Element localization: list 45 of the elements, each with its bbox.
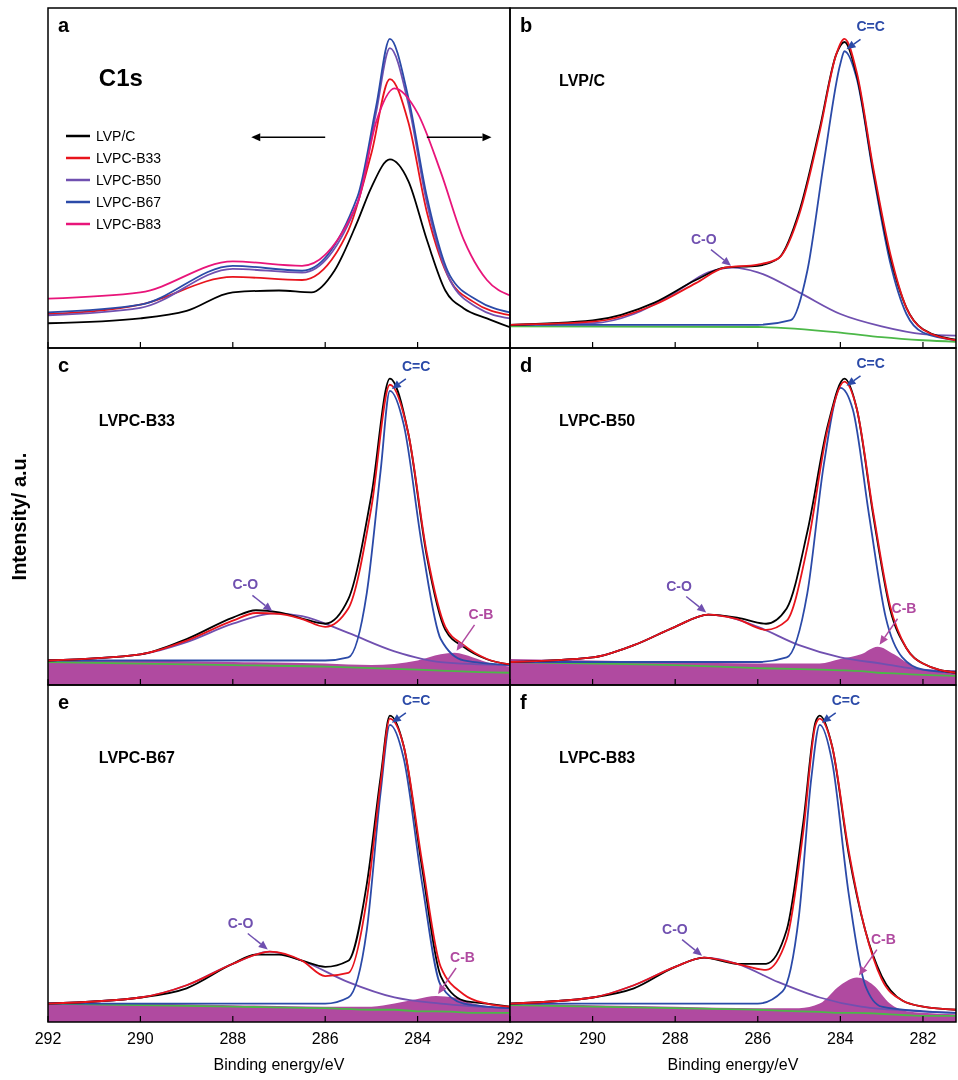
legend-label: LVPC-B50 — [96, 172, 162, 188]
annotation: C-O — [227, 914, 254, 931]
text: f — [520, 691, 527, 713]
annotation: LVPC-B50 — [559, 411, 636, 429]
text: d — [520, 354, 533, 376]
annotation: C-O — [662, 920, 688, 937]
legend-label: LVPC-B67 — [96, 194, 162, 210]
text: a — [58, 14, 70, 36]
annotation: C=C — [831, 691, 861, 708]
x-tick-label: 292 — [496, 1030, 524, 1047]
annotation: LVPC-B67 — [98, 748, 176, 766]
x-tick-label: 286 — [744, 1030, 772, 1047]
y-axis-title: Intensity/ a.u. — [8, 452, 30, 581]
x-tick-label: 284 — [404, 1030, 432, 1047]
annotation: C-O — [691, 230, 717, 247]
x-tick-label: 290 — [127, 1030, 154, 1047]
annotation: C-B — [468, 605, 494, 622]
x-tick-label: 282 — [909, 1030, 937, 1047]
x-tick-label: 286 — [311, 1030, 339, 1047]
x-tick-label: 292 — [34, 1030, 62, 1047]
annotation: C=C — [856, 354, 885, 371]
annotation: C=C — [401, 357, 431, 374]
annotation: LVPC-B83 — [559, 748, 636, 766]
annotation: C-B — [891, 599, 917, 616]
legend-label: LVPC-B83 — [96, 216, 162, 232]
text: c — [58, 354, 70, 376]
text: e — [58, 691, 70, 713]
annotation: C-O — [232, 576, 259, 593]
annotation: C=C — [401, 691, 431, 708]
annotation: LVP/C — [559, 72, 606, 90]
legend-label: LVP/C — [96, 128, 136, 144]
x-tick-label: 288 — [219, 1030, 247, 1047]
annotation: LVPC-B33 — [98, 411, 176, 429]
legend-label: LVPC-B33 — [96, 150, 162, 166]
x-axis-title: Binding energy/eV — [213, 1056, 345, 1073]
x-tick-label: 290 — [579, 1030, 607, 1047]
x-axis-title: Binding energy/eV — [667, 1056, 799, 1073]
annotation: C=C — [856, 18, 885, 35]
annotation: C-B — [870, 930, 896, 947]
annotation: C-O — [666, 577, 692, 594]
x-tick-label: 288 — [661, 1030, 689, 1047]
annotation: C1s — [98, 64, 143, 92]
x-tick-label: 284 — [827, 1030, 854, 1047]
annotation: C-B — [450, 948, 475, 965]
text: b — [520, 14, 533, 36]
